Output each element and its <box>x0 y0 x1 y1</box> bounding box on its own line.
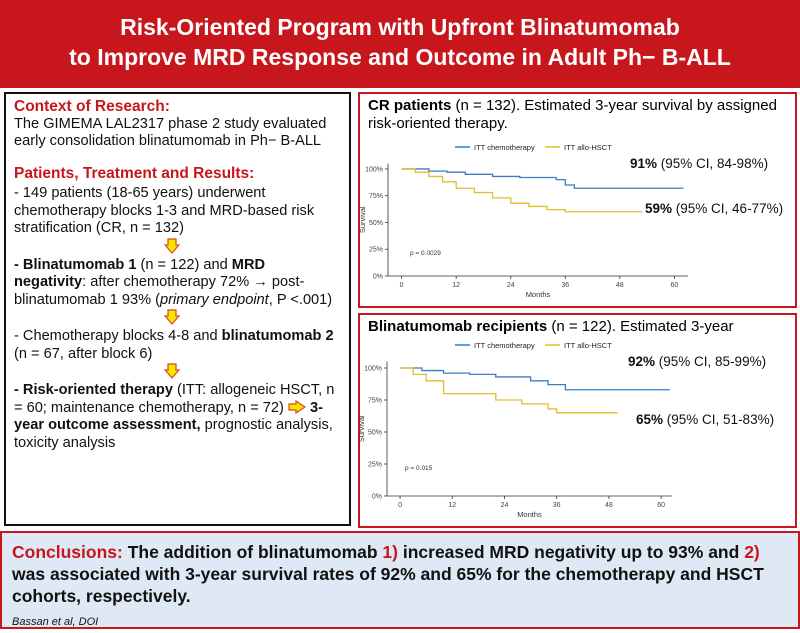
down-arrow <box>163 309 341 325</box>
arrow-icon <box>163 363 181 379</box>
context-heading: Context of Research: <box>14 98 170 115</box>
down-arrow <box>163 363 341 379</box>
text-segment: (ITT: allogeneic HSCT, n = 60; maintenan… <box>14 382 335 416</box>
text-segment: - 149 patients (18-65 years) underwent c… <box>14 185 315 236</box>
right-arrow <box>288 399 310 416</box>
header: Risk-Oriented Program with Upfront Blina… <box>0 0 800 88</box>
text-segment: (n = 122). Estimated 3-year <box>547 318 734 335</box>
text-segment: MRD negativity <box>14 256 266 291</box>
text-segment: was associated with 3-year survival rate… <box>12 564 764 606</box>
text-segment: Blinatumomab recipients <box>368 318 548 335</box>
panel-heading: CR patients (n = 132). Estimated 3-year … <box>368 97 787 133</box>
text-segment: - Chemotherapy blocks 4-8 and <box>14 328 222 344</box>
text-segment: (n = 67, after block 6) <box>14 345 153 362</box>
item-list: - 149 patients (18-65 years) underwent c… <box>14 185 341 452</box>
conclusions: Conclusions: The addition of blinatumoma… <box>0 531 800 629</box>
down-arrow <box>163 237 341 254</box>
item: - Chemotherapy blocks 4-8 and blinatumom… <box>14 328 341 363</box>
arrow-icon <box>163 309 181 325</box>
text-segment: (n = 122) and <box>136 256 232 273</box>
chart-panel: Blinatumomab recipients (n = 122). Estim… <box>358 313 797 528</box>
arrow-icon <box>288 399 307 414</box>
text-segment: 1) <box>382 542 398 562</box>
text-segment: - Blinatumomab 1 <box>14 256 137 273</box>
citation: Bassan et al, DOI <box>12 616 99 628</box>
arrow-icon <box>163 237 181 254</box>
text-segment: The addition of blinatumomab <box>122 542 383 562</box>
patients-heading: Patients, Treatment and Results: <box>14 164 255 182</box>
text-segment: - Risk-oriented therapy <box>14 382 173 398</box>
item: - 149 patients (18-65 years) underwent c… <box>14 185 341 238</box>
chart-panel: CR patients (n = 132). Estimated 3-year … <box>358 92 797 308</box>
text-segment: : after chemotherapy 72% → post-blinatum… <box>14 274 305 308</box>
text-segment: primary endpoint <box>160 291 269 308</box>
text-segment: CR patients <box>368 97 452 114</box>
conclusions-text: The addition of blinatumomab 1) increase… <box>12 542 764 606</box>
text-segment: 3-year outcome assessment, <box>14 399 323 434</box>
text-segment: , P <.001) <box>268 291 333 308</box>
item: - Blinatumomab 1 (n = 122) and MRD negat… <box>14 257 341 310</box>
text-segment: blinatumomab 2 <box>221 328 334 344</box>
conclusions-heading: Conclusions: <box>12 542 123 562</box>
panel-heading: Blinatumomab recipients (n = 122). Estim… <box>368 318 787 336</box>
text-segment: increased MRD negativity up to 93% and <box>397 542 745 562</box>
context-text: The GIMEMA LAL2317 phase 2 study evaluat… <box>14 115 327 150</box>
left-panel: Context of Research: The GIMEMA LAL2317 … <box>4 92 351 526</box>
text-segment: prognostic analysis, toxicity analysis <box>14 417 333 451</box>
text-segment: 2) <box>744 542 760 562</box>
title-line: Risk-Oriented Program with Upfront Blina… <box>120 14 680 40</box>
item: - Risk-oriented therapy (ITT: allogeneic… <box>14 382 341 452</box>
title-line: to Improve MRD Response and Outcome in A… <box>69 44 731 70</box>
text-segment: (n = 132). Estimated 3-year survival by … <box>368 97 777 132</box>
